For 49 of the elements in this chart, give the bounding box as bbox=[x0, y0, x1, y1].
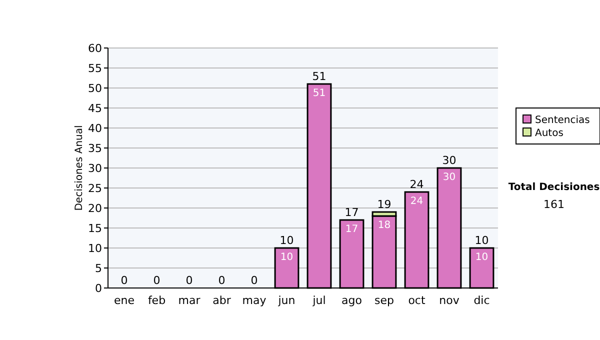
y-tick-label: 30 bbox=[88, 162, 102, 175]
x-tick-label: abr bbox=[212, 294, 232, 307]
x-tick-label: jul bbox=[312, 294, 326, 307]
text: 161 bbox=[544, 198, 564, 211]
x-tick-label: mar bbox=[178, 294, 201, 307]
y-tick-label: 20 bbox=[88, 202, 102, 215]
y-tick-label: 60 bbox=[88, 42, 102, 55]
total-label: 0 bbox=[186, 274, 193, 287]
total-label: 30 bbox=[442, 154, 456, 167]
total-label: 10 bbox=[474, 234, 489, 247]
total-label: 0 bbox=[120, 274, 128, 287]
x-tick-label: dic bbox=[474, 294, 490, 307]
y-tick-label: 0 bbox=[95, 282, 102, 295]
x-tick-label: nov bbox=[439, 294, 460, 307]
total-label: 0 bbox=[250, 274, 258, 287]
y-axis-title: Decisiones Anual bbox=[74, 125, 85, 211]
total-label: 51 bbox=[312, 70, 326, 83]
y-tick-label: 15 bbox=[88, 222, 102, 235]
legend-label: Autos bbox=[535, 128, 564, 139]
legend-label: Sentencias bbox=[535, 115, 590, 126]
y-tick-label: 35 bbox=[88, 142, 102, 155]
total-label: 0 bbox=[218, 274, 226, 287]
x-tick-label: jun bbox=[277, 294, 296, 307]
total-label: 0 bbox=[153, 274, 160, 287]
y-tick-label: 40 bbox=[88, 122, 102, 135]
data-label: 10 bbox=[475, 252, 488, 263]
data-label: 30 bbox=[442, 172, 456, 183]
data-label: 24 bbox=[410, 196, 424, 207]
x-tick-label: may bbox=[242, 294, 267, 307]
data-label: 51 bbox=[312, 88, 326, 99]
y-tick-label: 5 bbox=[95, 262, 102, 275]
y-tick-label: 55 bbox=[88, 62, 102, 75]
y-tick-label: 45 bbox=[88, 102, 102, 115]
y-tick-label: 50 bbox=[88, 82, 102, 95]
data-label: 17 bbox=[345, 224, 358, 235]
data-label: 18 bbox=[378, 220, 391, 231]
text: Total Decisiones bbox=[508, 182, 600, 193]
x-tick-label: oct bbox=[408, 294, 426, 307]
x-tick-label: sep bbox=[374, 294, 394, 307]
x-tick-label: feb bbox=[148, 294, 166, 307]
total-label: 24 bbox=[410, 178, 424, 191]
y-tick-label: 10 bbox=[88, 242, 102, 255]
x-tick-label: ago bbox=[342, 294, 362, 307]
total-label: 10 bbox=[280, 234, 294, 247]
total-label: 19 bbox=[377, 198, 392, 211]
data-label: 10 bbox=[280, 252, 294, 263]
y-tick-label: 25 bbox=[88, 182, 102, 195]
total-label: 17 bbox=[344, 206, 359, 219]
x-tick-label: ene bbox=[114, 294, 135, 307]
